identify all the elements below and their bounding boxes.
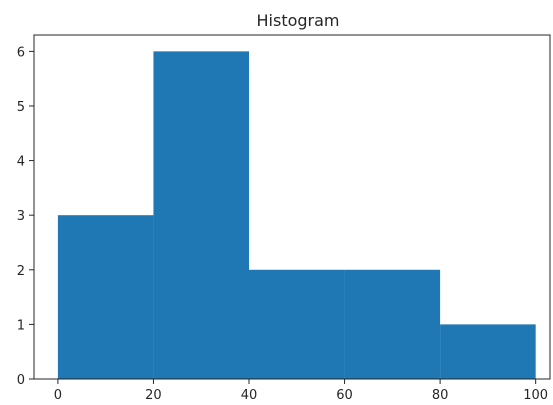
bar-60-80 bbox=[344, 269, 441, 379]
bar-40-60 bbox=[249, 269, 345, 379]
x-tick-label: 20 bbox=[145, 388, 162, 403]
y-tick-label: 0 bbox=[17, 373, 25, 388]
y-tick-label: 3 bbox=[17, 209, 25, 224]
bar-20-40 bbox=[153, 51, 249, 379]
y-tick-label: 1 bbox=[17, 318, 25, 333]
y-tick-label: 2 bbox=[17, 264, 25, 279]
bars-group bbox=[57, 51, 536, 379]
x-tick-label: 100 bbox=[523, 388, 548, 403]
x-tick-label: 80 bbox=[432, 388, 449, 403]
y-tick-label: 6 bbox=[17, 45, 25, 60]
x-tick-label: 0 bbox=[54, 388, 62, 403]
x-tick-label: 60 bbox=[336, 388, 353, 403]
y-axis: 0 1 2 3 4 5 6 bbox=[17, 45, 34, 388]
y-tick-label: 4 bbox=[17, 155, 25, 170]
x-tick-label: 40 bbox=[241, 388, 258, 403]
bar-80-100 bbox=[440, 324, 536, 379]
chart-title: Histogram bbox=[257, 11, 340, 30]
x-axis: 0 20 40 60 80 100 bbox=[54, 379, 548, 403]
y-tick-label: 5 bbox=[17, 100, 25, 115]
plot-frame bbox=[33, 34, 551, 380]
bar-0-20 bbox=[57, 215, 154, 379]
